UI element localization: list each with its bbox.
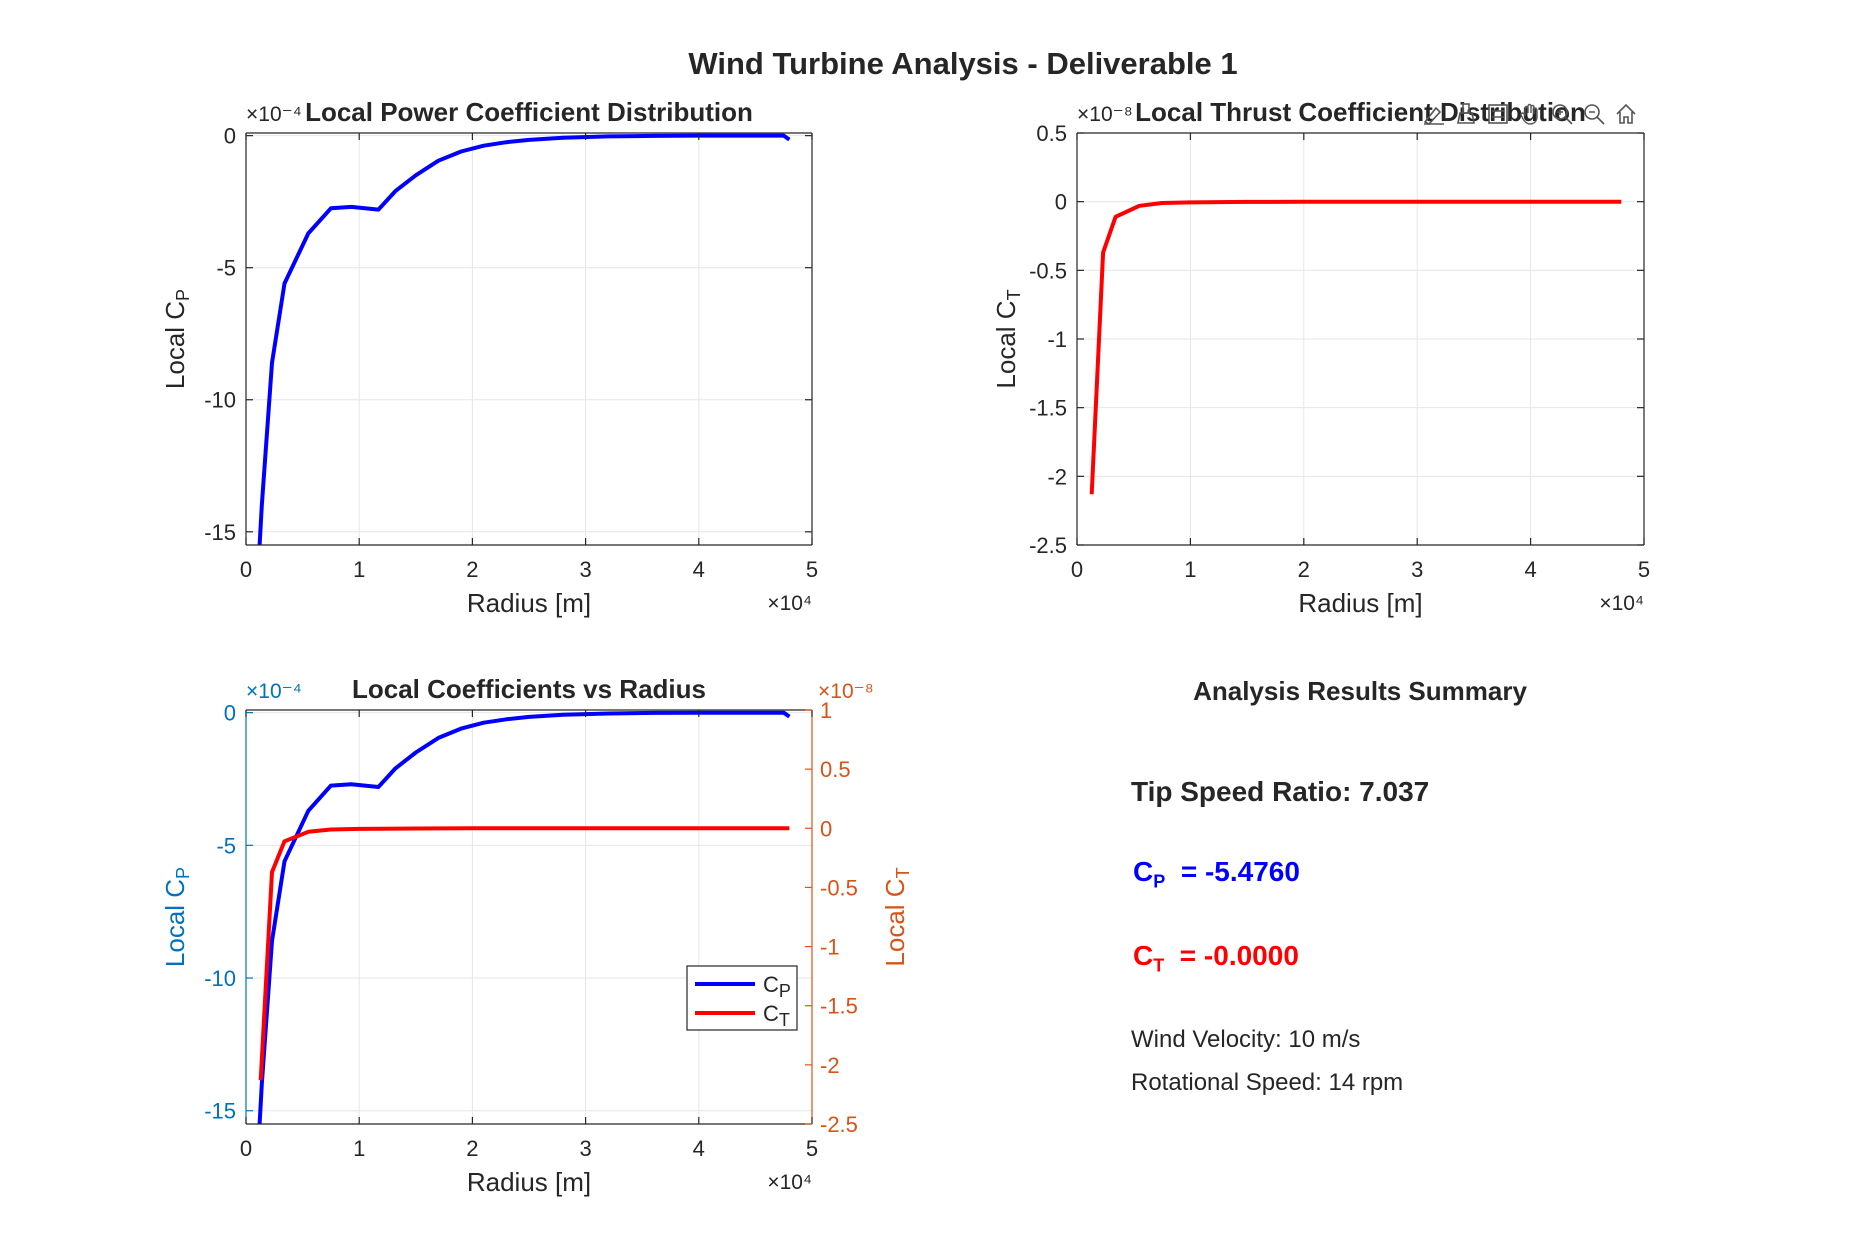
y-tick-label-right: -0.5 xyxy=(820,875,858,900)
chart-title: Local Power Coefficient Distribution xyxy=(305,97,753,127)
brush-icon[interactable] xyxy=(1452,100,1480,128)
cp-symbol: C xyxy=(1133,856,1154,887)
x-tick-label: 0 xyxy=(1071,557,1083,582)
y-tick-label-left: -2.5 xyxy=(1029,533,1067,558)
y-right-exponent-label: ×10⁻⁸ xyxy=(818,680,874,703)
y-tick-label-left: -10 xyxy=(204,966,236,991)
series-line-ct xyxy=(258,826,790,1081)
tip-speed-ratio: Tip Speed Ratio: 7.037 xyxy=(1131,776,1430,807)
y-tick-label-left: 0 xyxy=(224,701,236,726)
y-tick-label-right: -1.5 xyxy=(820,994,858,1019)
y-exponent-label: ×10⁻⁴ xyxy=(246,103,302,126)
y-tick-label-left: -15 xyxy=(204,520,236,545)
x-tick-label: 2 xyxy=(466,1136,478,1161)
data-tips-icon[interactable] xyxy=(1420,100,1448,128)
x-tick-label: 4 xyxy=(693,557,705,582)
zoom-in-icon[interactable] xyxy=(1548,100,1576,128)
x-tick-label: 0 xyxy=(240,1136,252,1161)
legend-box xyxy=(686,965,798,1031)
x-tick-label: 3 xyxy=(579,1136,591,1161)
x-tick-label: 2 xyxy=(466,557,478,582)
plot-area xyxy=(246,133,812,545)
x-tick-label: 1 xyxy=(353,1136,365,1161)
y-tick-label-left: -5 xyxy=(216,833,236,858)
y-axis-label-right: Local CT xyxy=(880,867,913,966)
ct-symbol: C xyxy=(1133,940,1154,971)
y-tick-label-right: 1 xyxy=(820,698,832,723)
ct-result: CT = -0.0000 xyxy=(1133,940,1299,977)
ct-value: = -0.0000 xyxy=(1179,940,1299,971)
x-tick-label: 5 xyxy=(806,557,818,582)
rotational-speed: Rotational Speed: 14 rpm xyxy=(1131,1069,1404,1096)
x-tick-label: 3 xyxy=(579,557,591,582)
x-tick-label: 4 xyxy=(693,1136,705,1161)
x-tick-label: 0 xyxy=(240,557,252,582)
y-tick-label-right: 0 xyxy=(820,816,832,841)
x-axis-label: Radius [m] xyxy=(1298,588,1422,618)
x-tick-label: 3 xyxy=(1411,557,1423,582)
y-tick-label-left: 0 xyxy=(1055,190,1067,215)
x-exponent-label: ×10⁴ xyxy=(1599,592,1644,615)
y-tick-label-left: -0.5 xyxy=(1029,258,1067,283)
y-tick-label-left: -15 xyxy=(204,1099,236,1124)
pan-icon[interactable] xyxy=(1516,100,1544,128)
cp-subscript: P xyxy=(1153,871,1166,892)
legend-entry: CT xyxy=(763,1001,790,1030)
x-tick-label: 1 xyxy=(353,557,365,582)
cp-value: = -5.4760 xyxy=(1180,856,1300,887)
figure-suptitle: Wind Turbine Analysis - Deliverable 1 xyxy=(688,46,1237,81)
x-exponent-label: ×10⁴ xyxy=(767,1171,812,1194)
series-line-data xyxy=(1089,199,1622,495)
wind-velocity: Wind Velocity: 10 m/s xyxy=(1131,1026,1361,1053)
x-tick-label: 5 xyxy=(806,1136,818,1161)
y-tick-label-left: -1 xyxy=(1047,327,1067,352)
home-icon[interactable] xyxy=(1612,100,1640,128)
y-tick-label-right: 0.5 xyxy=(820,757,851,782)
y-tick-label-right: -2.5 xyxy=(820,1112,858,1137)
y-tick-label-left: -10 xyxy=(204,388,236,413)
y-exponent-label: ×10⁻⁸ xyxy=(1077,103,1133,126)
y-tick-label-left: -1.5 xyxy=(1029,396,1067,421)
y-tick-label-left: -2 xyxy=(1047,464,1067,489)
y-tick-label-left: -5 xyxy=(216,256,236,281)
legend-entry: CP xyxy=(763,972,791,1001)
legend-icon[interactable] xyxy=(1484,100,1512,128)
plot-area xyxy=(246,710,812,1124)
x-tick-label: 2 xyxy=(1298,557,1310,582)
chart-title: Local Coefficients vs Radius xyxy=(352,674,706,704)
chart-2: 0 1 2 3 4 5 ×10⁴ Radius [m] 0.5 0 -0.5 -1 -1.5 -2 -2.5… xyxy=(991,97,1650,618)
ct-subscript: T xyxy=(1153,955,1165,976)
zoom-out-icon[interactable] xyxy=(1580,100,1608,128)
y-tick-label-right: -1 xyxy=(820,935,840,960)
results-summary-panel: Analysis Results Summary Tip Speed Ratio… xyxy=(1000,660,1720,1130)
cp-result: CP = -5.4760 xyxy=(1133,856,1300,893)
x-axis-label: Radius [m] xyxy=(467,588,591,618)
y-exponent-label: ×10⁻⁴ xyxy=(246,680,302,703)
y-axis-label: Local CT xyxy=(991,289,1024,388)
summary-title: Analysis Results Summary xyxy=(1193,676,1527,706)
axes-toolbar xyxy=(1420,98,1640,130)
chart-title: Local Thrust Coefficient Distribution xyxy=(1135,97,1586,127)
x-tick-label: 4 xyxy=(1524,557,1536,582)
x-exponent-label: ×10⁴ xyxy=(767,592,812,615)
y-axis-label: Local CP xyxy=(160,867,193,967)
x-tick-label: 1 xyxy=(1184,557,1196,582)
x-axis-label: Radius [m] xyxy=(467,1167,591,1197)
y-tick-label-right: -2 xyxy=(820,1053,840,1078)
y-tick-label-left: 0.5 xyxy=(1036,121,1067,146)
series-line-data xyxy=(257,133,791,546)
y-axis-label: Local CP xyxy=(160,289,193,389)
x-tick-label: 5 xyxy=(1638,557,1650,582)
y-tick-label-left: 0 xyxy=(224,124,236,149)
